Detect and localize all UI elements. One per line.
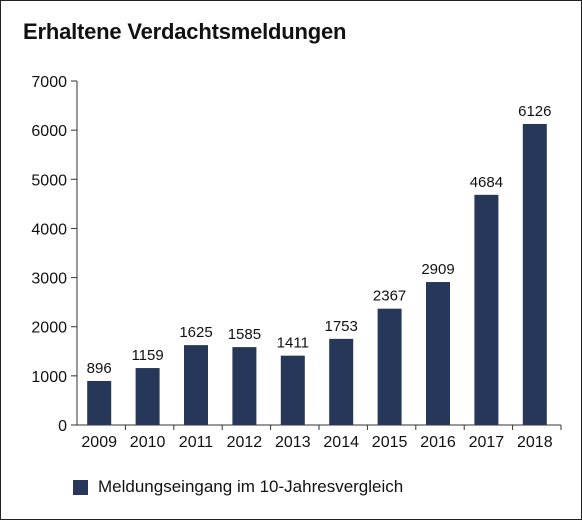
data-label-2016: 2909 (421, 261, 454, 278)
bar-2014 (329, 338, 354, 425)
bar-2015 (377, 308, 402, 425)
x-tick-label: 2009 (81, 434, 117, 451)
data-label-2017: 4684 (470, 174, 503, 191)
data-label-2014: 1753 (325, 318, 358, 335)
legend-swatch (73, 479, 88, 495)
x-tick-label: 2016 (420, 434, 456, 451)
x-tick-label: 2010 (130, 434, 166, 451)
y-tick-label: 1000 (31, 369, 67, 386)
bar-2013 (280, 355, 305, 425)
legend-label: Meldungseingang im 10-Jahresvergleich (98, 477, 404, 496)
bar-2018 (522, 123, 547, 425)
x-tick-label: 2014 (323, 434, 359, 451)
x-tick-label: 2018 (517, 434, 553, 451)
chart-title: Erhaltene Verdachtsmeldungen (23, 19, 347, 44)
y-tick-label: 3000 (31, 271, 67, 288)
legend: Meldungseingang im 10-Jahresvergleich (73, 477, 403, 497)
bar-2017 (474, 194, 499, 425)
data-label-2009: 896 (87, 360, 112, 377)
data-label-2018: 6126 (518, 103, 551, 120)
bar-2016 (426, 282, 450, 425)
bar-2009 (87, 380, 112, 425)
y-tick-label: 6000 (31, 123, 67, 140)
bar-2010 (135, 368, 160, 425)
x-tick-label: 2015 (372, 434, 408, 451)
y-tick-label: 2000 (31, 320, 67, 337)
y-tick-label: 5000 (31, 172, 67, 189)
data-label-2012: 1585 (228, 326, 261, 343)
y-tick-label: 0 (58, 418, 67, 435)
data-label-2015: 2367 (373, 288, 406, 305)
y-tick-label: 7000 (31, 74, 67, 91)
y-tick-label: 4000 (31, 221, 67, 238)
bar-2012 (232, 347, 257, 425)
bar-2011 (184, 345, 208, 425)
x-tick-label: 2011 (179, 434, 214, 451)
x-tick-label: 2012 (227, 434, 263, 451)
x-tick-label: 2013 (275, 434, 311, 451)
data-label-2010: 1159 (131, 347, 163, 364)
x-tick-label: 2017 (469, 434, 505, 451)
data-label-2011: 1625 (179, 324, 212, 341)
data-label-2013: 1411 (277, 335, 309, 352)
